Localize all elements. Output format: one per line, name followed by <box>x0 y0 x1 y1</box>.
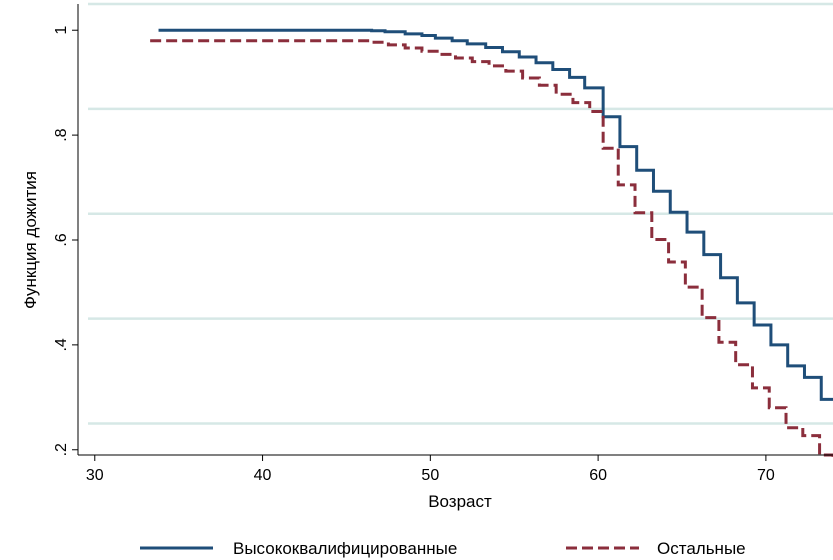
y-tick-label-0.2: .2 <box>53 443 70 456</box>
x-tick-label-40: 40 <box>254 467 272 484</box>
axes <box>77 4 833 456</box>
series-line-1 <box>158 28 833 401</box>
y-tick-label-0.8: .8 <box>53 128 70 141</box>
y-axis-title: Функция дожития <box>21 171 40 309</box>
tick-layer: 30 40 50 60 70 .2 .4 .6 .8 1 <box>53 26 775 484</box>
legend-label-series-1: Высококвалифицированные <box>233 539 457 558</box>
series-layer <box>150 28 833 461</box>
x-tick-label-70: 70 <box>757 467 775 484</box>
y-tick-label-0.6: .6 <box>53 233 70 246</box>
legend: Высококвалифицированные Остальные <box>140 539 746 558</box>
series-line-2 <box>150 39 833 461</box>
grid-lines <box>88 2 833 425</box>
x-tick-label-30: 30 <box>86 467 104 484</box>
y-tick-label-1: 1 <box>53 26 70 35</box>
x-tick-label-60: 60 <box>589 467 607 484</box>
x-axis-title: Возраст <box>428 492 492 511</box>
x-tick-label-50: 50 <box>421 467 439 484</box>
y-tick-label-0.4: .4 <box>53 338 70 351</box>
legend-label-series-2: Остальные <box>657 539 746 558</box>
